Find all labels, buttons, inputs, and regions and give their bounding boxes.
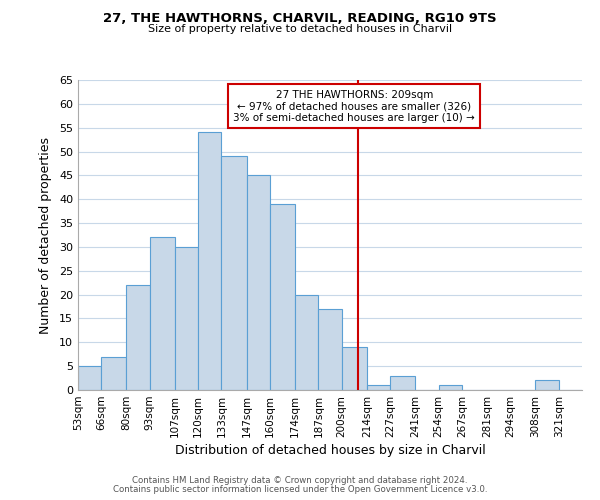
Bar bbox=[439, 385, 462, 390]
X-axis label: Distribution of detached houses by size in Charvil: Distribution of detached houses by size … bbox=[175, 444, 485, 457]
Bar bbox=[341, 347, 367, 390]
Bar bbox=[175, 247, 198, 390]
Text: 27 THE HAWTHORNS: 209sqm
← 97% of detached houses are smaller (326)
3% of semi-d: 27 THE HAWTHORNS: 209sqm ← 97% of detach… bbox=[233, 90, 475, 122]
Text: Contains public sector information licensed under the Open Government Licence v3: Contains public sector information licen… bbox=[113, 484, 487, 494]
Bar bbox=[78, 366, 101, 390]
Text: 27, THE HAWTHORNS, CHARVIL, READING, RG10 9TS: 27, THE HAWTHORNS, CHARVIL, READING, RG1… bbox=[103, 12, 497, 26]
Bar bbox=[198, 132, 221, 390]
Bar bbox=[535, 380, 559, 390]
Bar bbox=[319, 309, 341, 390]
Bar bbox=[150, 238, 175, 390]
Bar bbox=[367, 385, 390, 390]
Text: Size of property relative to detached houses in Charvil: Size of property relative to detached ho… bbox=[148, 24, 452, 34]
Y-axis label: Number of detached properties: Number of detached properties bbox=[39, 136, 52, 334]
Bar bbox=[247, 176, 270, 390]
Bar bbox=[270, 204, 295, 390]
Bar bbox=[221, 156, 247, 390]
Text: Contains HM Land Registry data © Crown copyright and database right 2024.: Contains HM Land Registry data © Crown c… bbox=[132, 476, 468, 485]
Bar bbox=[127, 285, 150, 390]
Bar bbox=[101, 356, 127, 390]
Bar bbox=[390, 376, 415, 390]
Bar bbox=[295, 294, 319, 390]
